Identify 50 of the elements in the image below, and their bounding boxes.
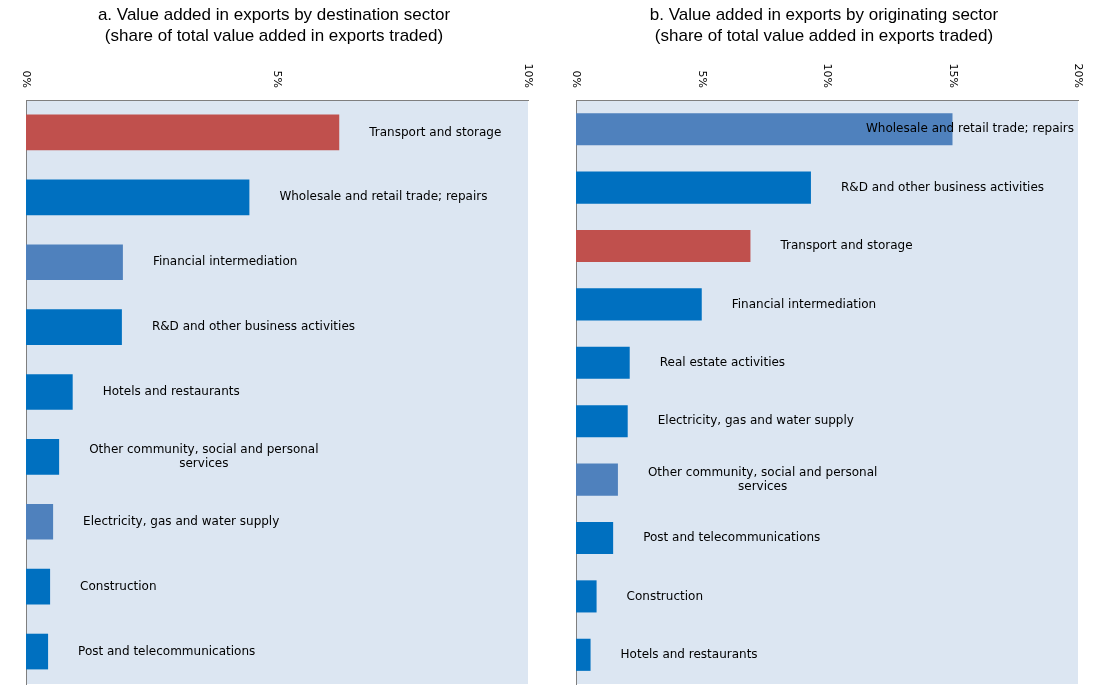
y-tick-label: Financial intermediation xyxy=(152,254,298,269)
y-tick-label: Construction xyxy=(626,588,703,603)
bar xyxy=(576,171,811,204)
bar xyxy=(576,405,628,438)
y-tick-label: Other community, social and personal services xyxy=(647,464,878,493)
bar xyxy=(26,114,340,151)
bar xyxy=(26,568,51,605)
bar xyxy=(26,309,122,345)
bar xyxy=(576,521,614,555)
bar xyxy=(576,229,751,263)
bar xyxy=(576,580,597,613)
bar xyxy=(576,346,630,379)
y-tick-label: Post and telecommunications xyxy=(643,530,821,545)
chart-title: a. Value added in exports by destination sector xyxy=(97,5,451,24)
bar xyxy=(26,244,123,281)
x-tick-label: 5% xyxy=(271,70,285,88)
y-tick-label: Other community, social and personal services xyxy=(89,442,319,471)
x-tick-label: 15% xyxy=(946,63,960,88)
y-tick-label: Hotels and restaurants xyxy=(102,384,240,399)
y-tick-label: Construction xyxy=(80,578,157,593)
bar xyxy=(26,374,73,410)
x-tick-label: 10% xyxy=(522,63,536,88)
y-tick-label: R&D and other business activities xyxy=(840,179,1045,194)
bar xyxy=(26,633,49,670)
y-tick-label: Wholesale and retail trade; repairs xyxy=(865,121,1074,136)
x-tick-label: 0% xyxy=(20,70,34,88)
chart-title: b. Value added in exports by originating sector xyxy=(649,5,999,24)
bar xyxy=(576,113,953,146)
y-tick-label: Wholesale and retail trade; repairs xyxy=(279,189,488,204)
y-tick-label: Financial intermediation xyxy=(731,296,877,311)
chart-subtitle: (share of total value added in exports traded) xyxy=(104,26,444,45)
x-tick-label: 0% xyxy=(570,70,584,88)
x-tick-label: 20% xyxy=(1072,63,1086,88)
y-tick-label: Transport and storage xyxy=(779,238,913,253)
bar xyxy=(576,288,702,321)
bar xyxy=(26,503,54,540)
y-tick-label: Transport and storage xyxy=(368,124,502,139)
y-tick-label: Electricity, gas and water supply xyxy=(657,413,854,428)
bar xyxy=(26,439,60,475)
x-tick-label: 5% xyxy=(695,70,709,88)
y-tick-label: R&D and other business activities xyxy=(151,319,356,334)
bar xyxy=(26,179,250,216)
y-tick-label: Electricity, gas and water supply xyxy=(83,513,280,528)
x-tick-label: 10% xyxy=(821,63,835,88)
bar xyxy=(576,638,591,671)
y-tick-label: Post and telecommunications xyxy=(78,643,256,658)
bar xyxy=(576,463,618,496)
y-tick-label: Hotels and restaurants xyxy=(620,646,758,661)
y-tick-label: Real estate activities xyxy=(659,354,786,369)
chart-subtitle: (share of total value added in exports traded) xyxy=(654,26,994,45)
